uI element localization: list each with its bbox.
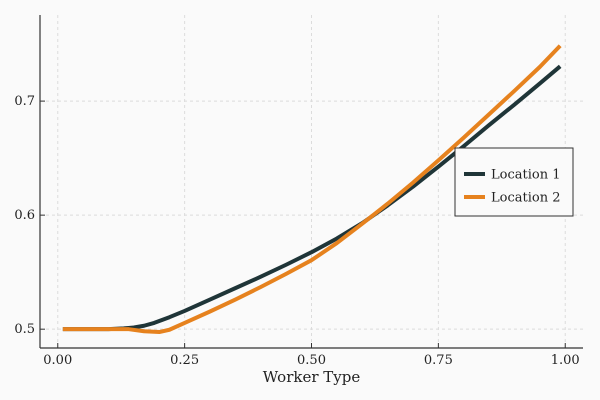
legend-label: Location 2: [491, 191, 560, 206]
x-tick-label: 1.00: [551, 353, 580, 368]
y-tick-label: 0.7: [14, 94, 35, 109]
series-lines: [62, 44, 562, 335]
legend: Location 1 Location 2: [454, 147, 574, 217]
x-tick-label: 0.75: [424, 353, 453, 368]
y-tick-label: 0.5: [14, 322, 35, 337]
legend-box: [454, 147, 574, 217]
series-line-2: [62, 44, 562, 335]
x-axis-label: Worker Type: [263, 368, 361, 386]
y-axis-ticks: 0.5 0.6 0.7: [14, 94, 45, 337]
x-axis-ticks: 0.00 0.25 0.50 0.75 1.00: [43, 343, 580, 368]
y-tick-label: 0.6: [14, 208, 35, 223]
x-tick-label: 0.50: [297, 353, 326, 368]
x-tick-label: 0.00: [43, 353, 72, 368]
legend-label: Location 1: [491, 168, 560, 183]
x-tick-label: 0.25: [170, 353, 199, 368]
